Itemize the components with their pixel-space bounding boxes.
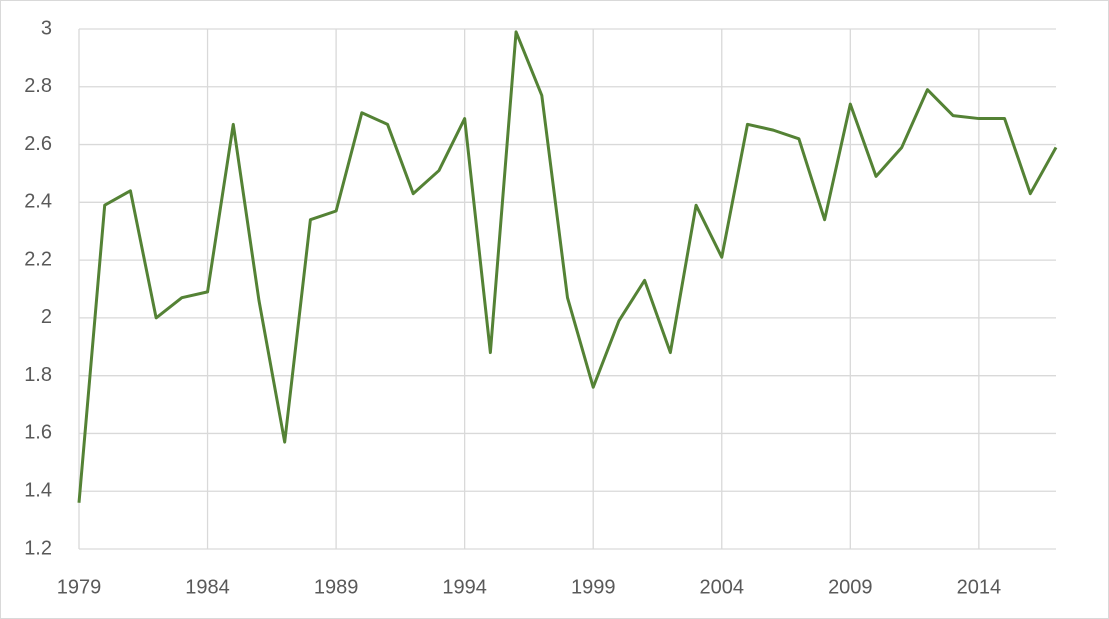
y-tick-label: 2 [41,306,52,328]
x-tick-label: 2004 [700,576,745,598]
x-tick-label: 1999 [571,576,616,598]
y-tick-label: 2.2 [24,248,52,270]
x-tick-label: 1984 [185,576,230,598]
x-tick-label: 1979 [57,576,102,598]
y-tick-label: 2.4 [24,191,52,213]
x-tick-label: 2014 [957,576,1002,598]
x-tick-label: 2009 [828,576,873,598]
y-tick-label: 1.6 [24,422,52,444]
y-tick-label: 2.6 [24,133,52,155]
y-tick-label: 1.2 [24,537,52,559]
y-tick-label: 1.8 [24,364,52,386]
y-tick-label: 3 [41,17,52,39]
data-line [77,30,1058,503]
x-tick-label: 1994 [442,576,487,598]
y-tick-label: 1.4 [24,480,52,502]
y-tick-label: 2.8 [24,75,52,97]
x-tick-label: 1989 [314,576,359,598]
